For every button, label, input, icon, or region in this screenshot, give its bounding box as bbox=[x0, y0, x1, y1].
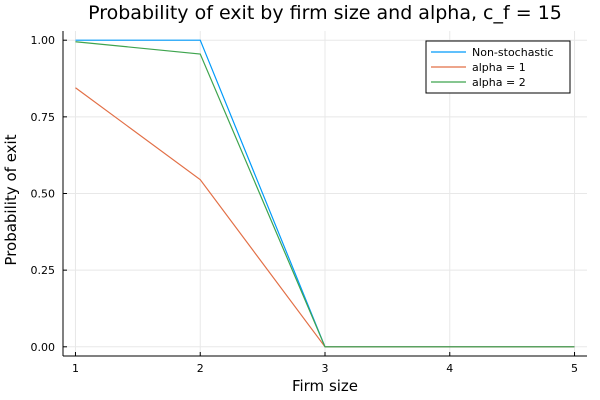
legend-label-1: Non-stochastic bbox=[472, 46, 554, 59]
series-line-3 bbox=[75, 41, 575, 348]
legend: Non-stochastic alpha = 1 alpha = 2 bbox=[425, 40, 571, 94]
x-tick-label: 4 bbox=[446, 362, 453, 375]
y-tick-label: 0.25 bbox=[31, 264, 56, 277]
x-axis-label: Firm size bbox=[292, 377, 358, 395]
y-axis-label: Probability of exit bbox=[2, 134, 20, 265]
series-lines bbox=[75, 39, 575, 348]
tick-labels: 1 2 3 4 5 0.00 0.25 0.50 0.75 1.00 bbox=[31, 34, 579, 375]
legend-label-2: alpha = 1 bbox=[472, 61, 526, 74]
y-tick-label: 0.75 bbox=[31, 111, 56, 124]
x-tick-label: 3 bbox=[322, 362, 329, 375]
x-tick-label: 1 bbox=[72, 362, 79, 375]
y-tick-label: 0.50 bbox=[31, 188, 56, 201]
chart-title: Probability of exit by firm size and alp… bbox=[88, 2, 562, 24]
legend-label-3: alpha = 2 bbox=[472, 76, 526, 89]
y-tick-label: 0.00 bbox=[31, 341, 56, 354]
x-tick-label: 5 bbox=[571, 362, 578, 375]
axes bbox=[62, 31, 587, 357]
x-tick-label: 2 bbox=[197, 362, 204, 375]
y-tick-label: 1.00 bbox=[31, 34, 56, 47]
